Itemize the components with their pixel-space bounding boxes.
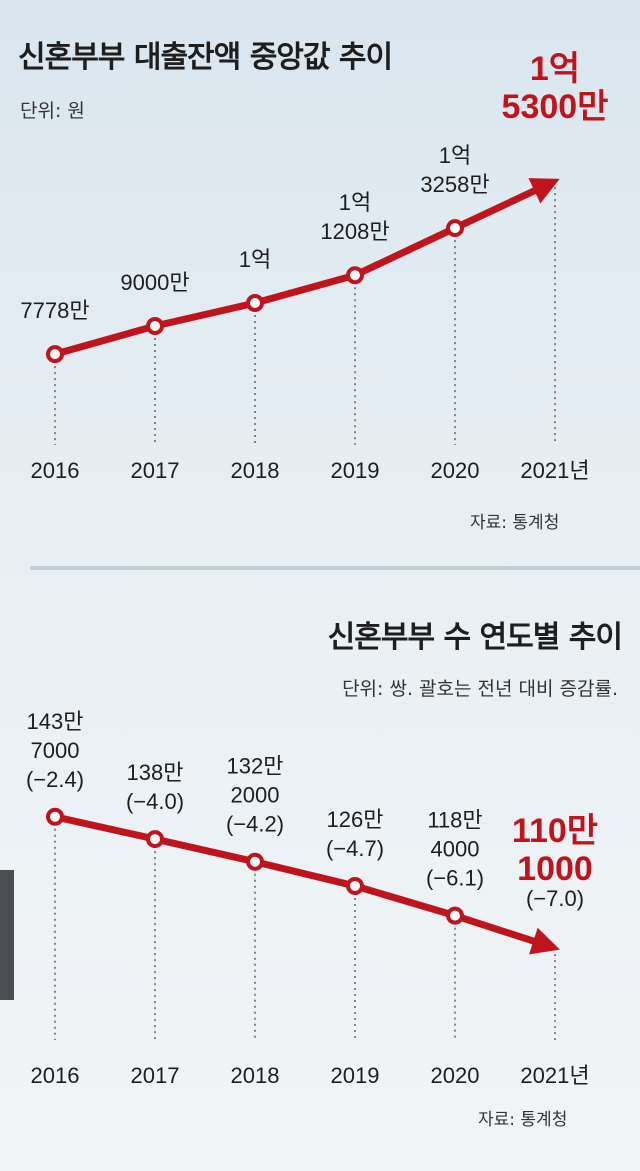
data-label: 1208만 bbox=[320, 219, 389, 244]
data-point bbox=[146, 317, 164, 335]
data-point bbox=[46, 807, 64, 826]
x-tick-label: 2016 bbox=[31, 458, 80, 483]
chart1-title: 신혼부부 대출잔액 중앙값 추이 bbox=[18, 40, 393, 75]
series-line bbox=[54, 178, 560, 358]
data-label-rate: (−2.4) bbox=[26, 767, 84, 792]
data-label: 132만 bbox=[227, 754, 284, 779]
data-point bbox=[146, 830, 164, 849]
data-label: 143만 bbox=[27, 709, 84, 734]
x-tick-label: 2020 bbox=[431, 458, 480, 483]
data-label: 4000 bbox=[431, 837, 480, 862]
data-label: 7778만 bbox=[20, 298, 89, 323]
chart1-unit-label: 단위: 원 bbox=[20, 100, 85, 122]
data-label: 1억 bbox=[530, 50, 580, 88]
section-divider bbox=[30, 566, 640, 570]
data-point bbox=[246, 852, 264, 871]
data-label-rate: (−4.0) bbox=[126, 789, 184, 814]
data-point bbox=[46, 345, 64, 364]
data-label: 1억 bbox=[239, 247, 271, 272]
chart1-plot: 2016 2017 2018 2019 2020 2021년 7778만 9000만 1억 1억 1… bbox=[20, 50, 609, 483]
series-line bbox=[54, 813, 560, 955]
data-point bbox=[246, 294, 264, 312]
data-label: 118만 bbox=[427, 808, 482, 833]
x-tick-label: 2021년 bbox=[520, 1063, 589, 1088]
x-tick-label: 2021년 bbox=[520, 458, 589, 483]
data-label: 1억 bbox=[439, 143, 471, 168]
x-tick-label: 2019 bbox=[331, 458, 380, 483]
data-label-rate: (−6.1) bbox=[426, 866, 484, 891]
data-label: 126만 bbox=[327, 807, 384, 832]
data-label: 2000 bbox=[231, 783, 280, 808]
data-label: 7000 bbox=[31, 738, 80, 763]
data-point bbox=[346, 876, 364, 895]
x-tick-label: 2018 bbox=[231, 1063, 280, 1088]
x-tick-label: 2018 bbox=[231, 458, 280, 483]
data-label: 5300만 bbox=[502, 88, 609, 126]
data-point bbox=[446, 219, 464, 238]
data-label-rate: (−4.2) bbox=[226, 812, 284, 837]
chart1-source: 자료: 통계청 bbox=[470, 513, 560, 533]
x-tick-label: 2019 bbox=[331, 1063, 380, 1088]
data-label: 138만 bbox=[127, 760, 184, 785]
chart2-source: 자료: 통계청 bbox=[478, 1110, 568, 1130]
x-tick-label: 2017 bbox=[131, 458, 180, 483]
data-label: 1000 bbox=[517, 850, 593, 888]
data-label: 3258만 bbox=[420, 172, 489, 197]
data-label-rate: (−4.7) bbox=[326, 836, 384, 861]
side-decoration bbox=[0, 870, 14, 1000]
chart2-unit-label: 단위: 쌍. 괄호는 전년 대비 증감률. bbox=[342, 678, 618, 700]
data-label: 1억 bbox=[339, 190, 371, 215]
x-tick-label: 2020 bbox=[431, 1063, 480, 1088]
chart2-title: 신혼부부 수 연도별 추이 bbox=[327, 620, 623, 655]
data-point bbox=[346, 266, 364, 285]
data-label: 110만 bbox=[512, 812, 598, 850]
data-point bbox=[446, 906, 464, 925]
data-label: 9000만 bbox=[120, 270, 189, 295]
x-tick-label: 2016 bbox=[31, 1063, 80, 1088]
x-tick-label: 2017 bbox=[131, 1063, 180, 1088]
data-label-rate: (−7.0) bbox=[526, 886, 584, 911]
